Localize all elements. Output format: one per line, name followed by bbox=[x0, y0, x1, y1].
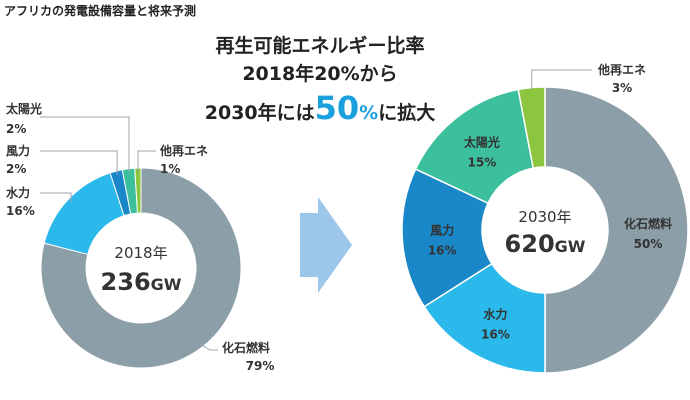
leader-line-2018-solar bbox=[40, 116, 130, 173]
label-2018-other: 他再エネ bbox=[159, 143, 208, 158]
slice-2030-fossil bbox=[544, 86, 689, 374]
center-year-2018: 2018年 bbox=[114, 244, 167, 262]
slice-2018-other bbox=[134, 167, 142, 214]
center-total-num-2018: 236 bbox=[101, 268, 151, 296]
headline-line3-prefix: 2030年には bbox=[204, 102, 315, 124]
value-2030-hydro: 16% bbox=[481, 327, 510, 341]
label-2018-hydro: 水力 bbox=[6, 185, 30, 200]
label-2030-wind: 風力 bbox=[430, 222, 454, 237]
right-arrow-icon bbox=[300, 197, 352, 293]
value-2018-solar: 2% bbox=[6, 122, 26, 136]
center-total-num-2030: 620 bbox=[505, 230, 555, 258]
label-2018-solar: 太陽光 bbox=[6, 101, 42, 116]
value-2030-wind: 16% bbox=[428, 243, 457, 257]
label-2030-hydro: 水力 bbox=[483, 306, 507, 321]
headline-line3-suffix: に拡大 bbox=[378, 102, 436, 124]
value-2018-hydro: 16% bbox=[6, 204, 35, 218]
slice-2018-fossil bbox=[40, 167, 242, 369]
slice-2030-other bbox=[517, 86, 546, 169]
donut-chart-2018: 化石燃料 79% 水力 16% 風力 2% 太陽光 2% 他再エネ 1% 2018年 236GW bbox=[6, 101, 274, 373]
label-2030-fossil: 化石燃料 bbox=[624, 216, 672, 231]
slice-2030-wind bbox=[401, 168, 493, 308]
slice-2030-solar bbox=[414, 88, 535, 205]
value-2030-other: 3% bbox=[612, 81, 632, 95]
center-year-2030: 2030年 bbox=[518, 208, 571, 226]
label-2018-fossil: 化石燃料 bbox=[222, 340, 270, 355]
value-2018-other: 1% bbox=[160, 162, 180, 176]
leader-line-2018-hydro bbox=[40, 192, 72, 203]
headline: 再生可能エネルギー比率 2018年20%から 2030年には50%に拡大 bbox=[190, 32, 450, 133]
center-total-2018: 236GW bbox=[101, 268, 182, 296]
headline-line2: 2018年20%から bbox=[242, 63, 398, 85]
label-2030-other: 他再エネ bbox=[597, 62, 646, 77]
leader-line-2018-wind bbox=[40, 150, 118, 176]
headline-line1: 再生可能エネルギー比率 bbox=[215, 35, 425, 57]
value-2018-fossil: 79% bbox=[246, 359, 275, 373]
value-2030-solar: 15% bbox=[468, 156, 497, 170]
leader-line-2018-other bbox=[137, 150, 156, 173]
leader-line-2030-other bbox=[531, 69, 592, 90]
slice-2030-hydro bbox=[423, 262, 546, 374]
slice-2018-hydro bbox=[43, 172, 125, 255]
leader-line-2018-fossil bbox=[199, 343, 218, 351]
label-2030-solar: 太陽光 bbox=[464, 135, 500, 150]
center-total-2030: 620GW bbox=[505, 230, 586, 258]
headline-pct-value: 50 bbox=[314, 89, 360, 127]
center-total-unit-2018: GW bbox=[151, 275, 182, 294]
donut-chart-2030: 化石燃料 50% 水力 16% 風力 16% 太陽光 15% 他再エネ 3% 2030年 620GW bbox=[401, 62, 689, 374]
value-2018-wind: 2% bbox=[6, 162, 26, 176]
headline-pct-sign: % bbox=[359, 102, 379, 124]
label-2018-wind: 風力 bbox=[6, 143, 30, 158]
center-total-unit-2030: GW bbox=[555, 237, 586, 256]
headline-line3: 2030年には50%に拡大 bbox=[190, 88, 450, 133]
value-2030-fossil: 50% bbox=[634, 237, 663, 251]
figure-title: アフリカの発電設備容量と将来予測 bbox=[4, 4, 197, 18]
